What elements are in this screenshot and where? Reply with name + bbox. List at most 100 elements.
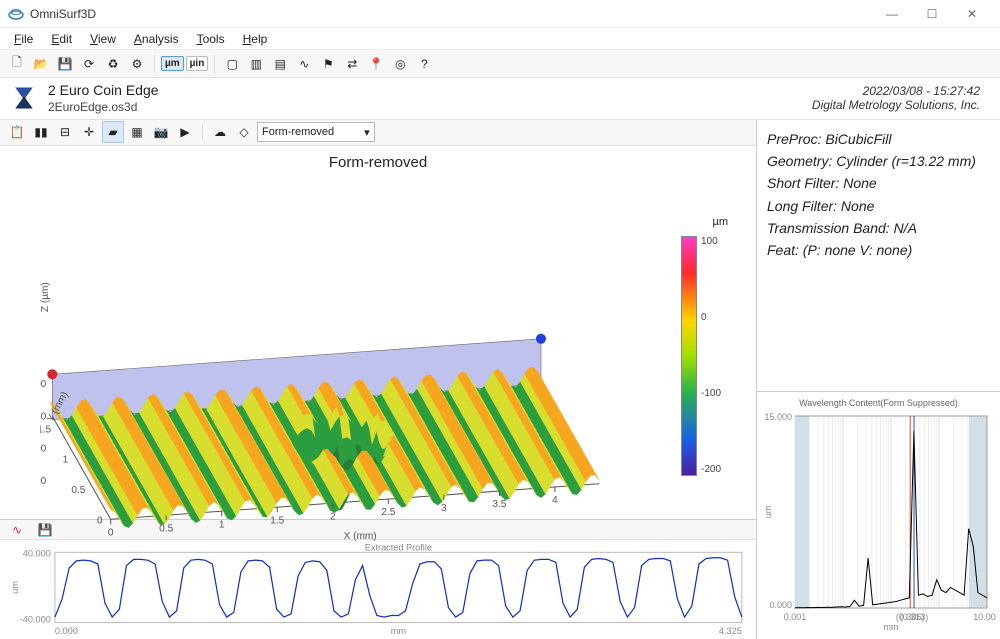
svg-text:0.000: 0.000 bbox=[55, 626, 78, 636]
app-title: OmniSurf3D bbox=[30, 7, 872, 21]
menu-file[interactable]: File bbox=[6, 30, 41, 48]
document-timestamp: 2022/03/08 - 15:27:42 bbox=[812, 84, 980, 98]
menu-bar: FileEditViewAnalysisToolsHelp bbox=[0, 28, 1000, 50]
colorbar-gradient bbox=[681, 236, 697, 476]
view-toolbar: 📋▮▮⊟✛▰▦📷▶ ☁◇ Form-removed ▾ bbox=[0, 120, 756, 146]
param-preproc: PreProc: BiCubicFill bbox=[767, 128, 990, 150]
surface-plot-panel[interactable]: Form-removed 00.511.522.533.54X (mm)00.5… bbox=[0, 146, 756, 520]
param-band: Transmission Band: N/A bbox=[767, 217, 990, 239]
close-button[interactable]: ✕ bbox=[952, 0, 992, 28]
colorbar-tick: 100 bbox=[701, 236, 721, 247]
svg-text:2: 2 bbox=[330, 511, 336, 522]
svg-text:1.5: 1.5 bbox=[270, 515, 284, 526]
play-icon[interactable]: ▶ bbox=[174, 121, 196, 143]
view-mode-dropdown[interactable]: Form-removed ▾ bbox=[257, 122, 375, 142]
bars-icon[interactable]: ▮▮ bbox=[30, 121, 52, 143]
unit-uin-button[interactable]: µin bbox=[186, 56, 209, 71]
chart-icon[interactable]: ▥ bbox=[245, 53, 267, 75]
svg-text:4.325: 4.325 bbox=[719, 626, 742, 636]
param-long-filter: Long Filter: None bbox=[767, 195, 990, 217]
help-icon[interactable]: ? bbox=[413, 53, 435, 75]
svg-text:-200: -200 bbox=[40, 475, 47, 486]
param-feat: Feat: (P: none V: none) bbox=[767, 239, 990, 261]
profile-plot[interactable]: Extracted Profile 40.000 -40.000 um 0.000 4.3… bbox=[6, 542, 750, 637]
new-file-icon[interactable]: 🗋 bbox=[6, 53, 28, 75]
copy-icon[interactable]: 📋 bbox=[6, 121, 28, 143]
save-icon[interactable]: 💾 bbox=[54, 53, 76, 75]
colorbar-unit: µm bbox=[712, 216, 728, 228]
window-icon[interactable]: ▢ bbox=[221, 53, 243, 75]
svg-text:4: 4 bbox=[552, 495, 558, 506]
menu-analysis[interactable]: Analysis bbox=[126, 30, 187, 48]
wavelength-panel: Wavelength Content(Form Suppressed) 15.0… bbox=[757, 392, 1000, 639]
link-icon[interactable]: ⇄ bbox=[341, 53, 363, 75]
svg-text:(0.313): (0.313) bbox=[900, 612, 929, 622]
company-name: Digital Metrology Solutions, Inc. bbox=[812, 98, 980, 112]
open-file-icon[interactable]: 📂 bbox=[30, 53, 52, 75]
document-header: 2 Euro Coin Edge 2EuroEdge.os3d 2022/03/… bbox=[0, 78, 1000, 120]
recycle-icon[interactable]: ♻ bbox=[102, 53, 124, 75]
svg-text:40.000: 40.000 bbox=[23, 548, 51, 558]
colorbar-tick: -200 bbox=[701, 464, 721, 475]
camera-icon[interactable]: 📷 bbox=[150, 121, 172, 143]
wave-icon[interactable]: ∿ bbox=[293, 53, 315, 75]
svg-text:-40.000: -40.000 bbox=[20, 614, 51, 624]
document-filename: 2EuroEdge.os3d bbox=[48, 100, 812, 115]
param-short-filter: Short Filter: None bbox=[767, 172, 990, 194]
svg-text:0.000: 0.000 bbox=[769, 600, 792, 610]
chevron-down-icon: ▾ bbox=[364, 126, 370, 139]
surface-plot[interactable]: 00.511.522.533.54X (mm)00.511.5Y (mm)100… bbox=[40, 176, 666, 560]
menu-help[interactable]: Help bbox=[235, 30, 276, 48]
marker-icon[interactable]: 📍 bbox=[365, 53, 387, 75]
surface-plot-title: Form-removed bbox=[329, 154, 427, 171]
colorbar: 100 0 -100 -200 bbox=[681, 236, 736, 476]
svg-text:0.5: 0.5 bbox=[71, 485, 85, 496]
maximize-button[interactable]: ☐ bbox=[912, 0, 952, 28]
document-title: 2 Euro Coin Edge bbox=[48, 82, 812, 100]
wavelength-title: Wavelength Content(Form Suppressed) bbox=[761, 398, 996, 408]
minimize-button[interactable]: — bbox=[872, 0, 912, 28]
svg-text:3.5: 3.5 bbox=[492, 499, 506, 510]
wavelength-plot[interactable]: 15.0000.000um0.001(0.306)(0.313)10.000mm bbox=[761, 408, 996, 633]
svg-text:-100: -100 bbox=[40, 443, 47, 454]
svg-text:0: 0 bbox=[108, 527, 114, 538]
menu-tools[interactable]: Tools bbox=[189, 30, 233, 48]
title-bar: OmniSurf3D — ☐ ✕ bbox=[0, 0, 1000, 28]
menu-edit[interactable]: Edit bbox=[43, 30, 80, 48]
cloud-icon[interactable]: ☁ bbox=[209, 121, 231, 143]
svg-text:3: 3 bbox=[441, 503, 447, 514]
wave2-icon[interactable]: ∿ bbox=[6, 519, 28, 541]
colorbar-tick: 0 bbox=[701, 312, 721, 323]
svg-text:100: 100 bbox=[40, 379, 47, 390]
palette-icon[interactable]: ▤ bbox=[269, 53, 291, 75]
svg-text:Z (µm): Z (µm) bbox=[40, 282, 51, 312]
svg-text:1: 1 bbox=[219, 519, 225, 530]
surface-icon[interactable]: ▰ bbox=[102, 121, 124, 143]
svg-text:Extracted Profile: Extracted Profile bbox=[365, 542, 432, 552]
param-geometry: Geometry: Cylinder (r=13.22 mm) bbox=[767, 150, 990, 172]
svg-text:um: um bbox=[10, 581, 20, 594]
colorbar-tick: -100 bbox=[701, 388, 721, 399]
parameters-panel: PreProc: BiCubicFill Geometry: Cylinder … bbox=[757, 120, 1000, 393]
svg-text:0.001: 0.001 bbox=[784, 612, 807, 622]
svg-text:um: um bbox=[763, 506, 773, 519]
svg-text:mm: mm bbox=[884, 622, 899, 632]
gear-icon[interactable]: ⚙ bbox=[126, 53, 148, 75]
main-toolbar: 🗋📂💾⟳♻⚙ µmµin ▢▥▤∿⚑⇄📍◎? bbox=[0, 50, 1000, 78]
tree-icon[interactable]: ⊟ bbox=[54, 121, 76, 143]
target-icon[interactable]: ◎ bbox=[389, 53, 411, 75]
svg-text:-0: -0 bbox=[40, 411, 47, 422]
flag-icon[interactable]: ⚑ bbox=[317, 53, 339, 75]
unit-um-button[interactable]: µm bbox=[161, 56, 184, 71]
svg-text:1: 1 bbox=[63, 454, 69, 465]
refresh-icon[interactable]: ⟳ bbox=[78, 53, 100, 75]
axes-icon[interactable]: ✛ bbox=[78, 121, 100, 143]
svg-text:mm: mm bbox=[391, 626, 407, 636]
layer-icon[interactable]: ◇ bbox=[233, 121, 255, 143]
svg-text:2.5: 2.5 bbox=[381, 507, 395, 518]
menu-view[interactable]: View bbox=[82, 30, 124, 48]
company-logo-icon bbox=[10, 84, 38, 112]
svg-text:15.000: 15.000 bbox=[764, 412, 792, 422]
dropdown-label: Form-removed bbox=[262, 126, 334, 138]
grid-icon[interactable]: ▦ bbox=[126, 121, 148, 143]
